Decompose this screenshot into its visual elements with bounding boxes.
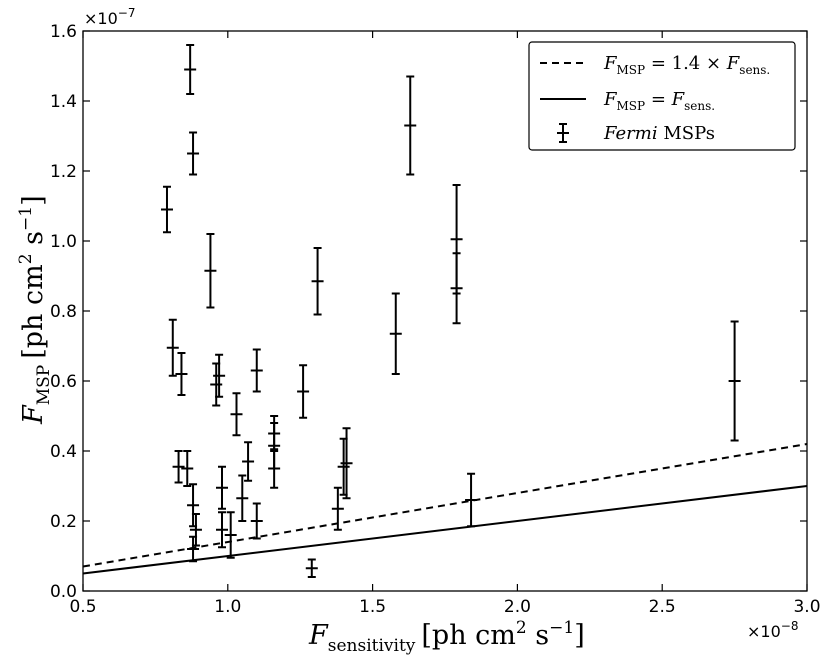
data-point (224, 511, 237, 559)
data-point (187, 535, 200, 563)
solid-line (82, 485, 808, 575)
data-point (331, 486, 344, 531)
data-point (340, 427, 353, 500)
legend-errorbar-label: Fermi MSPs (603, 123, 715, 144)
data-point (166, 318, 179, 377)
data-point (305, 558, 318, 578)
data-point (175, 352, 188, 396)
data-point (230, 392, 243, 437)
data-point (213, 353, 226, 398)
y-tick-label: 1.0 (50, 232, 77, 252)
data-point (250, 502, 263, 540)
x-tick-label: 1.5 (359, 597, 386, 617)
errorbars (160, 44, 741, 578)
y-tick-label: 0.0 (50, 582, 77, 602)
data-point (404, 75, 417, 176)
y-axis-label: FMSP[ph cm2 s−1] (16, 195, 54, 425)
data-point (268, 448, 281, 489)
data-point (236, 474, 249, 522)
data-point (181, 450, 194, 487)
y-multiplier: ×10−7 (84, 6, 135, 28)
y-tick-label: 0.8 (50, 302, 77, 322)
data-point (160, 185, 173, 234)
data-point (187, 131, 200, 176)
data-point (389, 292, 402, 375)
data-point (450, 252, 463, 325)
data-point (189, 513, 202, 547)
x-multiplier: ×10−8 (747, 619, 798, 641)
legend-dashed-label: FMSP = 1.4 × Fsens. (603, 53, 770, 77)
y-tick-label: 0.2 (50, 512, 77, 532)
y-tick-label: 0.4 (50, 442, 77, 462)
y-tick-label: 1.4 (50, 92, 77, 112)
x-axis-label: Fsensitivity [ph cm2 s−1] (308, 618, 585, 656)
y-tick-label: 1.6 (50, 22, 77, 42)
y-tick-label: 1.2 (50, 162, 77, 182)
data-point (204, 233, 217, 309)
dashed-line (82, 443, 808, 568)
data-point (242, 441, 255, 482)
x-tick-label: 2.0 (504, 597, 531, 617)
x-tick-label: 0.5 (69, 597, 96, 617)
x-tick-label: 2.5 (649, 597, 676, 617)
data-point (250, 348, 263, 393)
y-tick-label: 0.6 (50, 372, 77, 392)
ticks: 0.5 1.0 1.5 2.0 2.5 3.0 0.0 0.2 0.4 0.6 0.8 1.0 1.2 1… (50, 22, 821, 617)
data-point (172, 450, 185, 484)
plot-lines (82, 443, 808, 575)
legend-errorbar-swatch (557, 123, 569, 143)
data-point (728, 320, 741, 442)
data-point (187, 483, 200, 528)
data-point (216, 465, 229, 510)
data-point (465, 472, 478, 528)
x-tick-label: 1.0 (214, 597, 241, 617)
x-tick-label: 3.0 (793, 597, 820, 617)
data-point (210, 362, 223, 407)
legend: FMSP = 1.4 × Fsens. FMSP = Fsens. Fermi … (528, 41, 796, 151)
legend-solid-label: FMSP = Fsens. (603, 89, 715, 113)
data-point (297, 364, 310, 419)
data-point (337, 437, 350, 496)
data-point (311, 247, 324, 316)
data-point (216, 511, 229, 549)
data-point (184, 44, 197, 95)
legend-box (528, 41, 796, 151)
